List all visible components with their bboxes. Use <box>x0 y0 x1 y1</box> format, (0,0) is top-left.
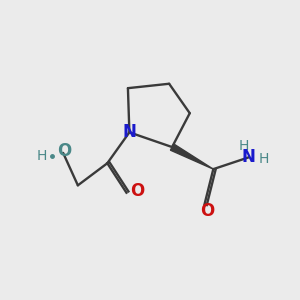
Text: N: N <box>242 148 256 166</box>
Text: H: H <box>37 149 47 164</box>
Polygon shape <box>170 144 213 169</box>
Text: H: H <box>259 152 269 166</box>
Text: N: N <box>122 123 136 141</box>
Text: O: O <box>130 182 145 200</box>
Text: O: O <box>58 142 72 160</box>
Text: H: H <box>239 139 249 153</box>
Text: O: O <box>200 202 214 220</box>
